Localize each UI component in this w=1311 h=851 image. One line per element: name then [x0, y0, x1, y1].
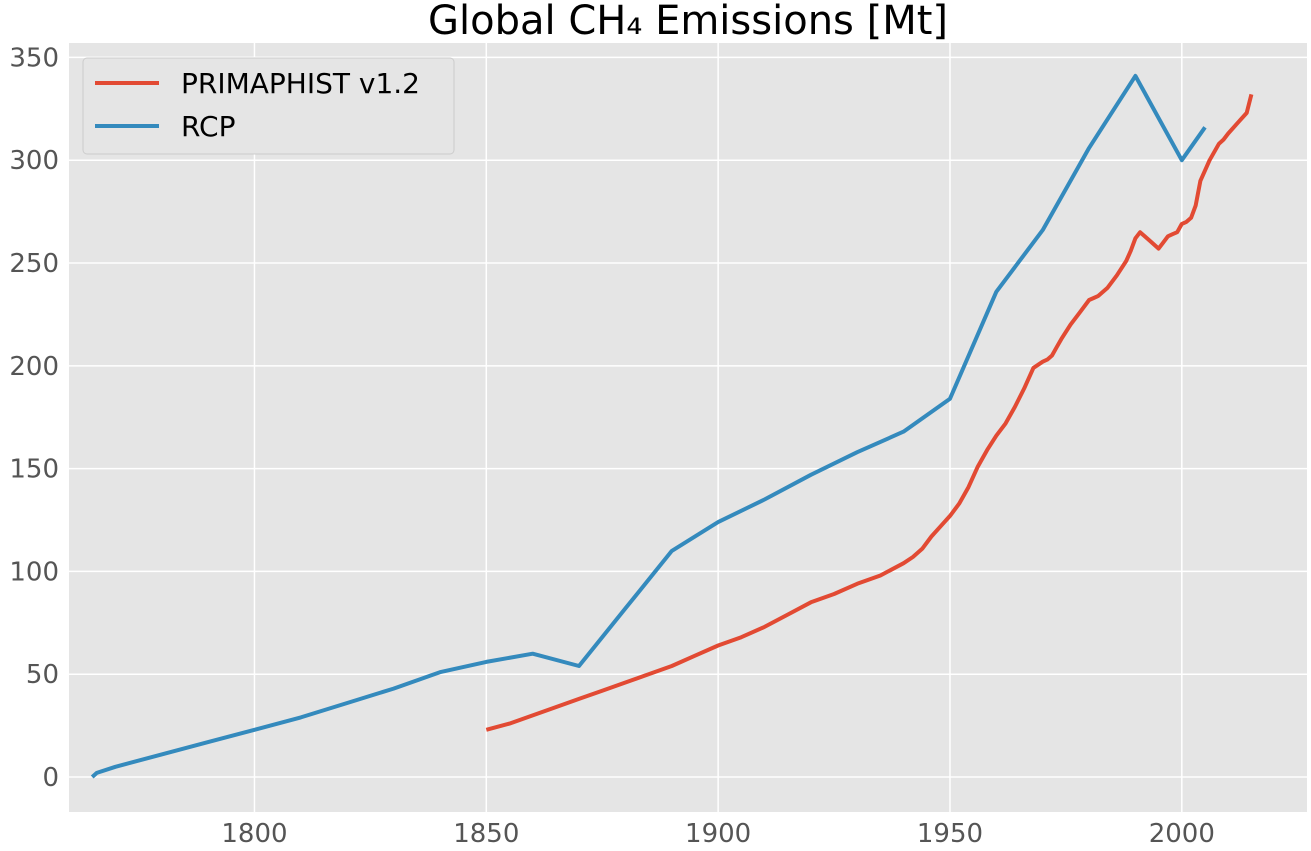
y-tick-label: 50 — [26, 660, 59, 690]
legend-label-primaphist: PRIMAPHIST v1.2 — [181, 67, 420, 100]
y-tick-label: 250 — [9, 249, 59, 279]
y-tick-label: 150 — [9, 455, 59, 485]
x-tick-label: 2000 — [1149, 819, 1215, 849]
x-tick-label: 1900 — [685, 819, 751, 849]
x-tick-label: 1850 — [453, 819, 519, 849]
x-tick-label: 1800 — [221, 819, 287, 849]
plot-area — [69, 43, 1307, 812]
tick-labels: 1800 1850 1900 1950 2000 0 50 100 150 200 250 300 35… — [9, 43, 1215, 849]
legend-box — [82, 57, 455, 155]
chart-title: Global CH₄ Emissions [Mt] — [428, 0, 948, 44]
y-tick-label: 0 — [42, 763, 59, 793]
y-tick-label: 200 — [9, 352, 59, 382]
grid — [69, 43, 1307, 812]
y-tick-label: 300 — [9, 146, 59, 176]
x-tick-label: 1950 — [917, 819, 983, 849]
y-tick-label: 350 — [9, 43, 59, 73]
legend-label-rcp: RCP — [181, 110, 236, 143]
y-tick-label: 100 — [9, 557, 59, 587]
legend: PRIMAPHIST v1.2 RCP — [82, 57, 455, 155]
series-line-primaphist-v1-2 — [485, 93, 1254, 732]
series-layer — [90, 73, 1254, 779]
series-line-rcp — [90, 73, 1207, 779]
